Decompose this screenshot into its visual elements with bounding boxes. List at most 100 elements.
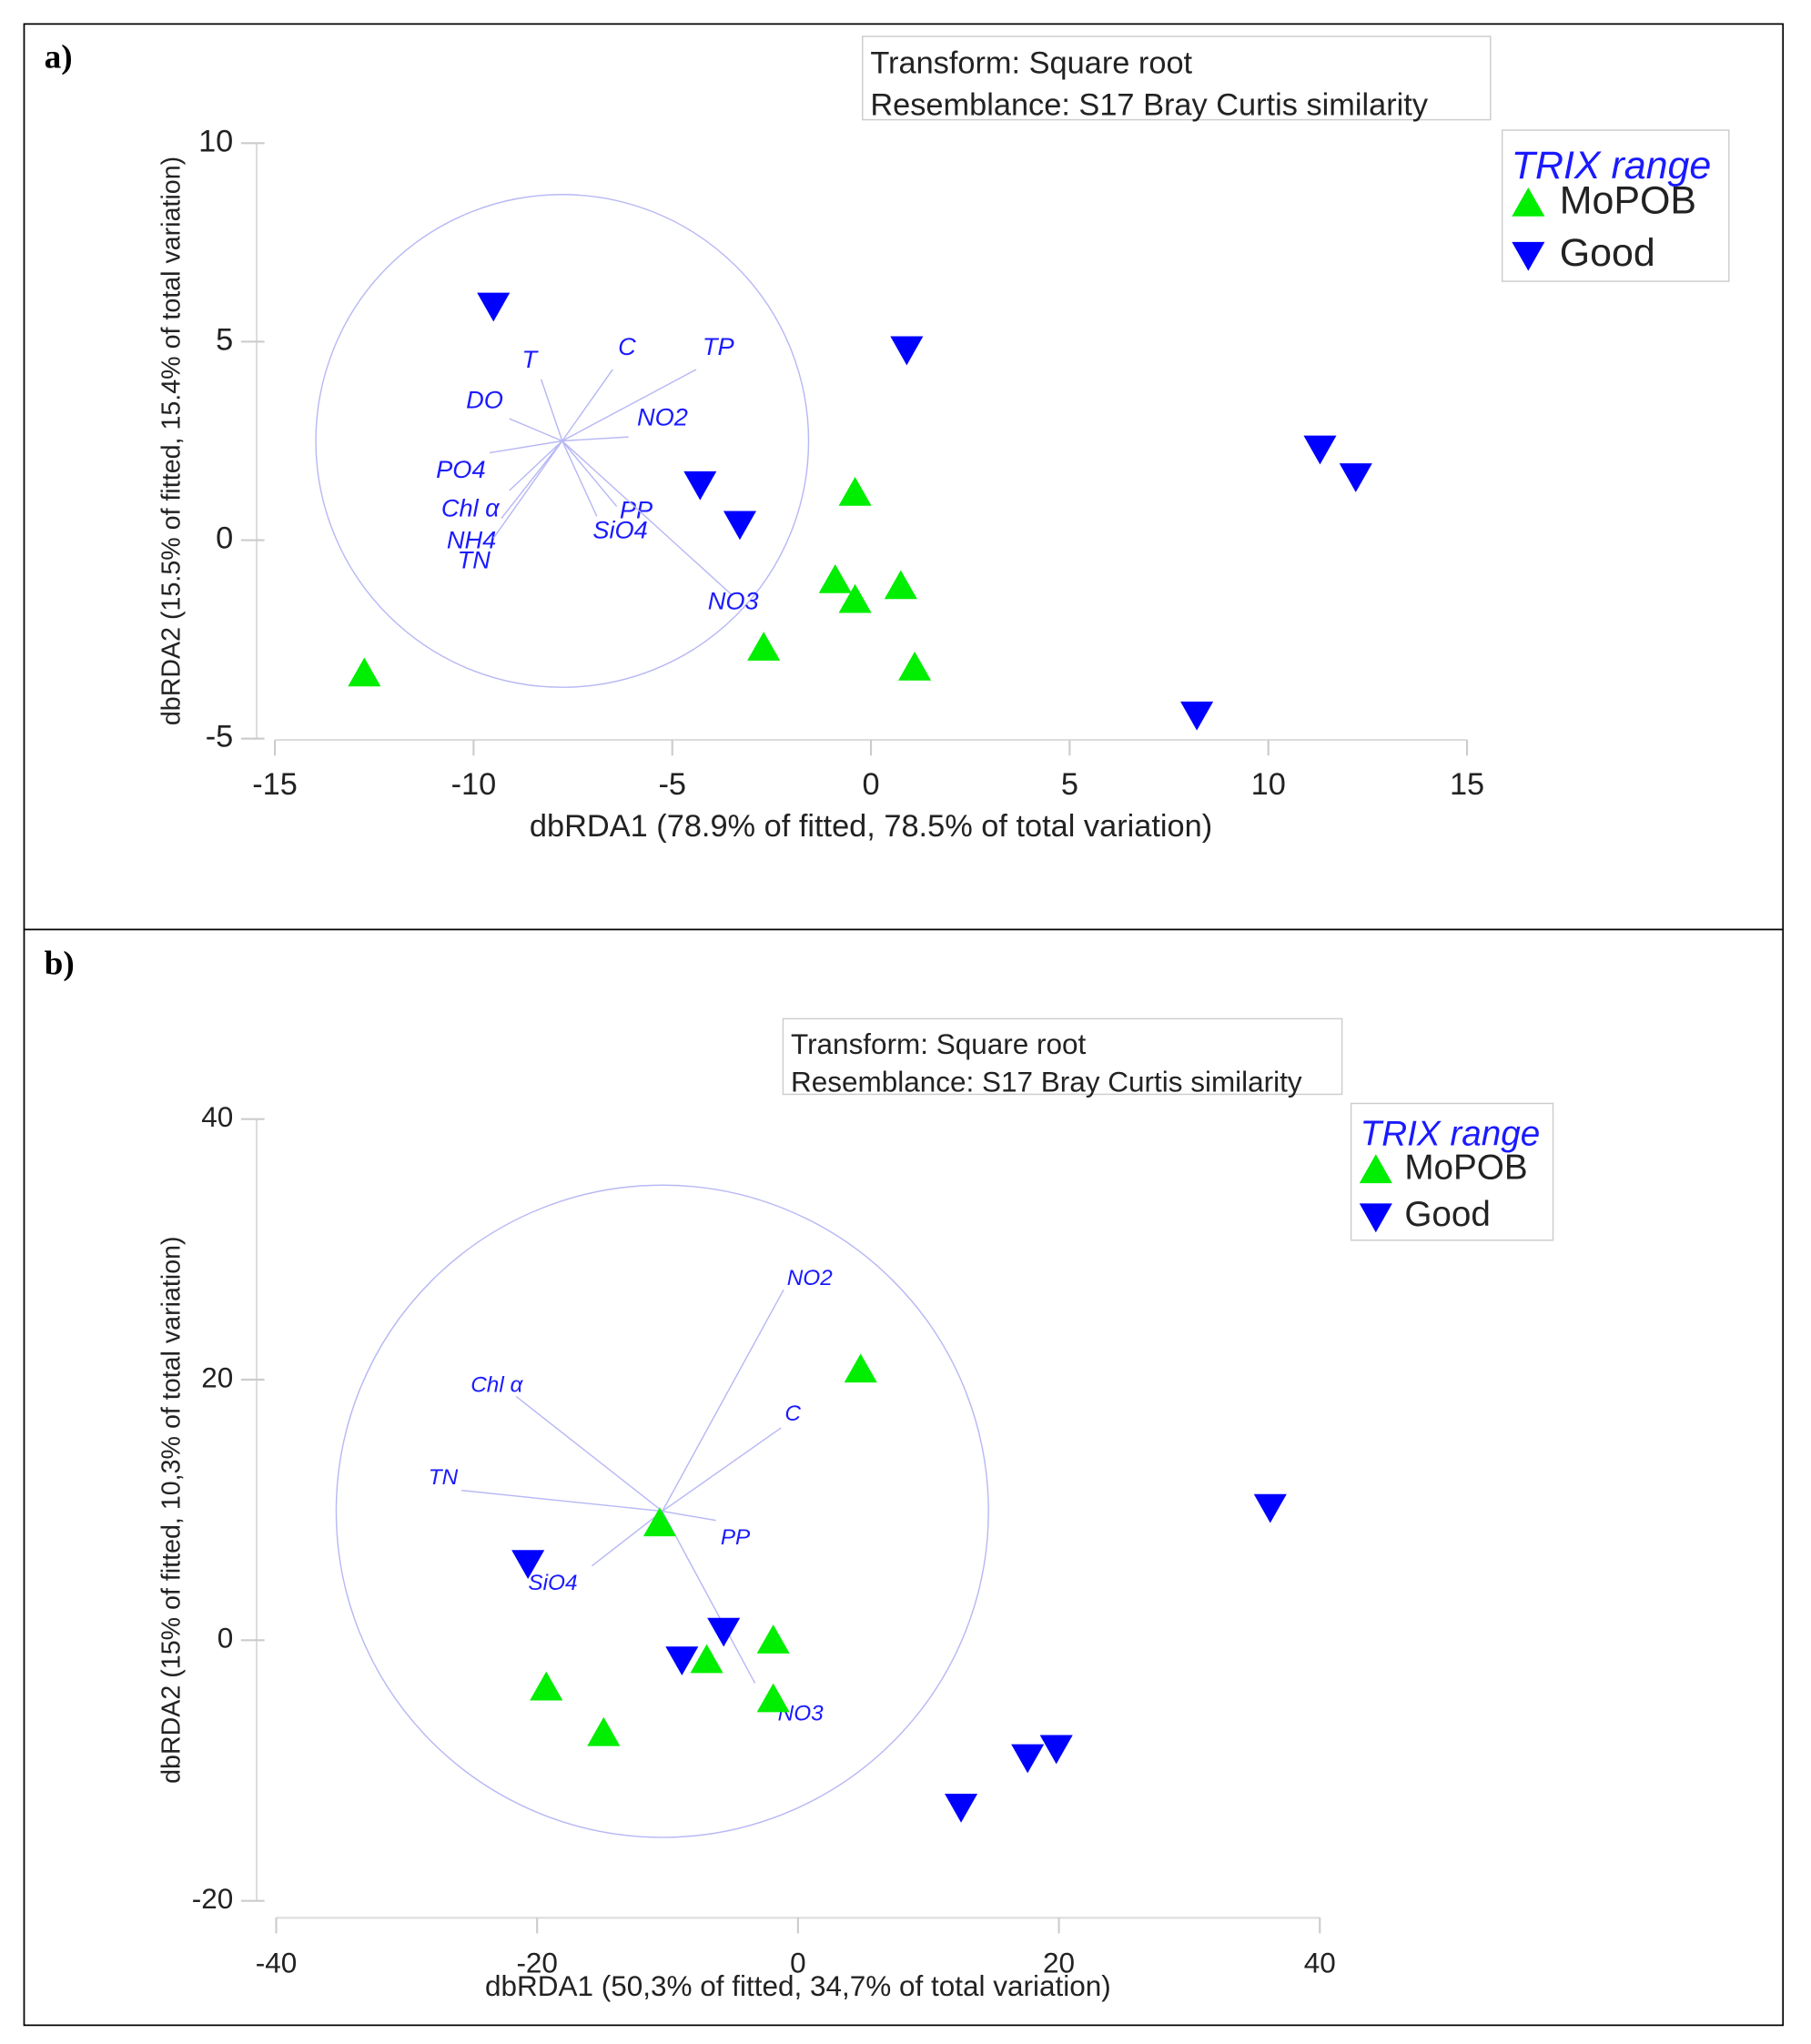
point-mopob (348, 657, 381, 687)
panel-label: b) (45, 946, 75, 983)
vector-label: T (521, 345, 539, 373)
legend-marker-mopob (1359, 1154, 1392, 1184)
point-good (1303, 435, 1337, 465)
info-transform: Transform: Square root (870, 46, 1192, 81)
legend-title: TRIX range (1512, 144, 1712, 187)
vector-line (489, 440, 562, 454)
vector-label: C (618, 332, 636, 360)
vector-line (562, 440, 618, 507)
point-good (1011, 1744, 1045, 1774)
vector-label: C (784, 1401, 801, 1426)
x-tick-label: 40 (1304, 1946, 1336, 1978)
vector-line (662, 1511, 756, 1684)
point-good (1253, 1493, 1287, 1523)
point-good (723, 511, 757, 541)
x-axis-label: dbRDA1 (78.9% of fitted, 78.5% of total … (530, 809, 1212, 844)
vector-line (501, 440, 563, 519)
point-mopob (747, 632, 781, 661)
correlation-circle (335, 1184, 989, 1838)
vector-line (591, 1511, 663, 1567)
point-good (707, 1617, 741, 1647)
point-mopob (642, 1507, 676, 1537)
info-resemblance: Resemblance: S17 Bray Curtis similarity (870, 87, 1428, 122)
x-axis-label: dbRDA1 (50,3% of fitted, 34,7% of total … (485, 1969, 1111, 2002)
point-good (1180, 701, 1214, 731)
legend-marker-mopob (1512, 187, 1545, 217)
vector-label: PP (721, 1525, 751, 1550)
y-tick-label: 10 (198, 124, 233, 158)
point-good (683, 471, 717, 501)
vector-line (562, 436, 629, 442)
point-mopob (818, 563, 852, 593)
y-tick-label: 20 (201, 1361, 233, 1393)
info-transform: Transform: Square root (791, 1027, 1087, 1060)
info-resemblance: Resemblance: S17 Bray Curtis similarity (791, 1065, 1302, 1098)
vector-label: NO3 (708, 586, 759, 614)
vector-line (662, 1289, 784, 1512)
point-mopob (690, 1644, 723, 1674)
vector-line (662, 1510, 716, 1522)
point-good (511, 1550, 545, 1580)
vector-line (562, 440, 598, 517)
panel-a: a) Transform: Square root Resemblance: S17… (45, 35, 1730, 844)
y-tick-label: 5 (216, 323, 233, 358)
vector-line (562, 369, 613, 441)
vector-label: NO2 (787, 1266, 833, 1290)
correlation-circle (315, 194, 810, 688)
legend-label: Good (1404, 1195, 1491, 1234)
vector-label: NO2 (637, 402, 688, 430)
x-tick-label: 20 (1043, 1946, 1075, 1978)
panel-b: b) Transform: Square root Resemblance: S17… (45, 946, 1554, 2002)
vector-label: DO (466, 386, 503, 414)
vector-label: TP (703, 332, 734, 360)
vector-line (460, 1489, 663, 1513)
point-mopob (587, 1716, 621, 1746)
legend-title: TRIX range (1361, 1114, 1541, 1153)
x-tick-label: 0 (863, 767, 880, 802)
y-tick-label: -5 (206, 720, 234, 754)
panel-label: a) (45, 38, 73, 76)
vector-line (509, 440, 563, 491)
point-good (1339, 463, 1372, 492)
vector-label: Chl α (441, 494, 501, 522)
y-tick-label: 0 (216, 521, 233, 556)
point-good (665, 1646, 699, 1675)
vector-label: SiO4 (528, 1571, 577, 1595)
info-box (782, 1017, 1343, 1096)
point-good (890, 336, 924, 366)
vector-label: PO4 (436, 455, 485, 483)
point-mopob (756, 1683, 790, 1713)
y-axis-label: dbRDA2 (15.5% of fitted, 15.4% of total … (157, 157, 187, 725)
legend-label: MoPOB (1404, 1148, 1527, 1188)
point-mopob (884, 570, 917, 600)
legend-marker-good (1359, 1203, 1392, 1233)
x-tick-label: -15 (252, 767, 298, 802)
x-tick-label: 15 (1450, 767, 1484, 802)
y-axis-label: dbRDA2 (15% of fitted, 10,3% of total va… (157, 1236, 187, 1783)
point-mopob (756, 1624, 790, 1654)
info-box (862, 35, 1492, 121)
point-mopob (838, 583, 872, 613)
vector-line (492, 440, 563, 539)
x-tick-label: -5 (658, 767, 686, 802)
x-tick-label: 10 (1251, 767, 1286, 802)
point-good (477, 292, 511, 322)
y-tick-label: 40 (201, 1100, 233, 1133)
point-mopob (530, 1671, 563, 1701)
vector-label: TN (458, 545, 491, 573)
legend-box (1501, 129, 1730, 282)
x-tick-label: 0 (790, 1946, 806, 1978)
figure-frame (23, 23, 1785, 2027)
vector-label: TN (429, 1465, 459, 1490)
vector-line (562, 440, 733, 596)
vector-label: NH4 (447, 525, 496, 553)
y-tick-label: 0 (218, 1622, 234, 1654)
x-tick-label: -40 (256, 1946, 298, 1978)
x-tick-label: 5 (1061, 767, 1078, 802)
point-mopob (838, 477, 872, 506)
y-tick-label: -20 (192, 1882, 234, 1915)
vector-label: SiO4 (592, 516, 647, 544)
point-mopob (898, 651, 932, 681)
point-good (945, 1793, 978, 1823)
